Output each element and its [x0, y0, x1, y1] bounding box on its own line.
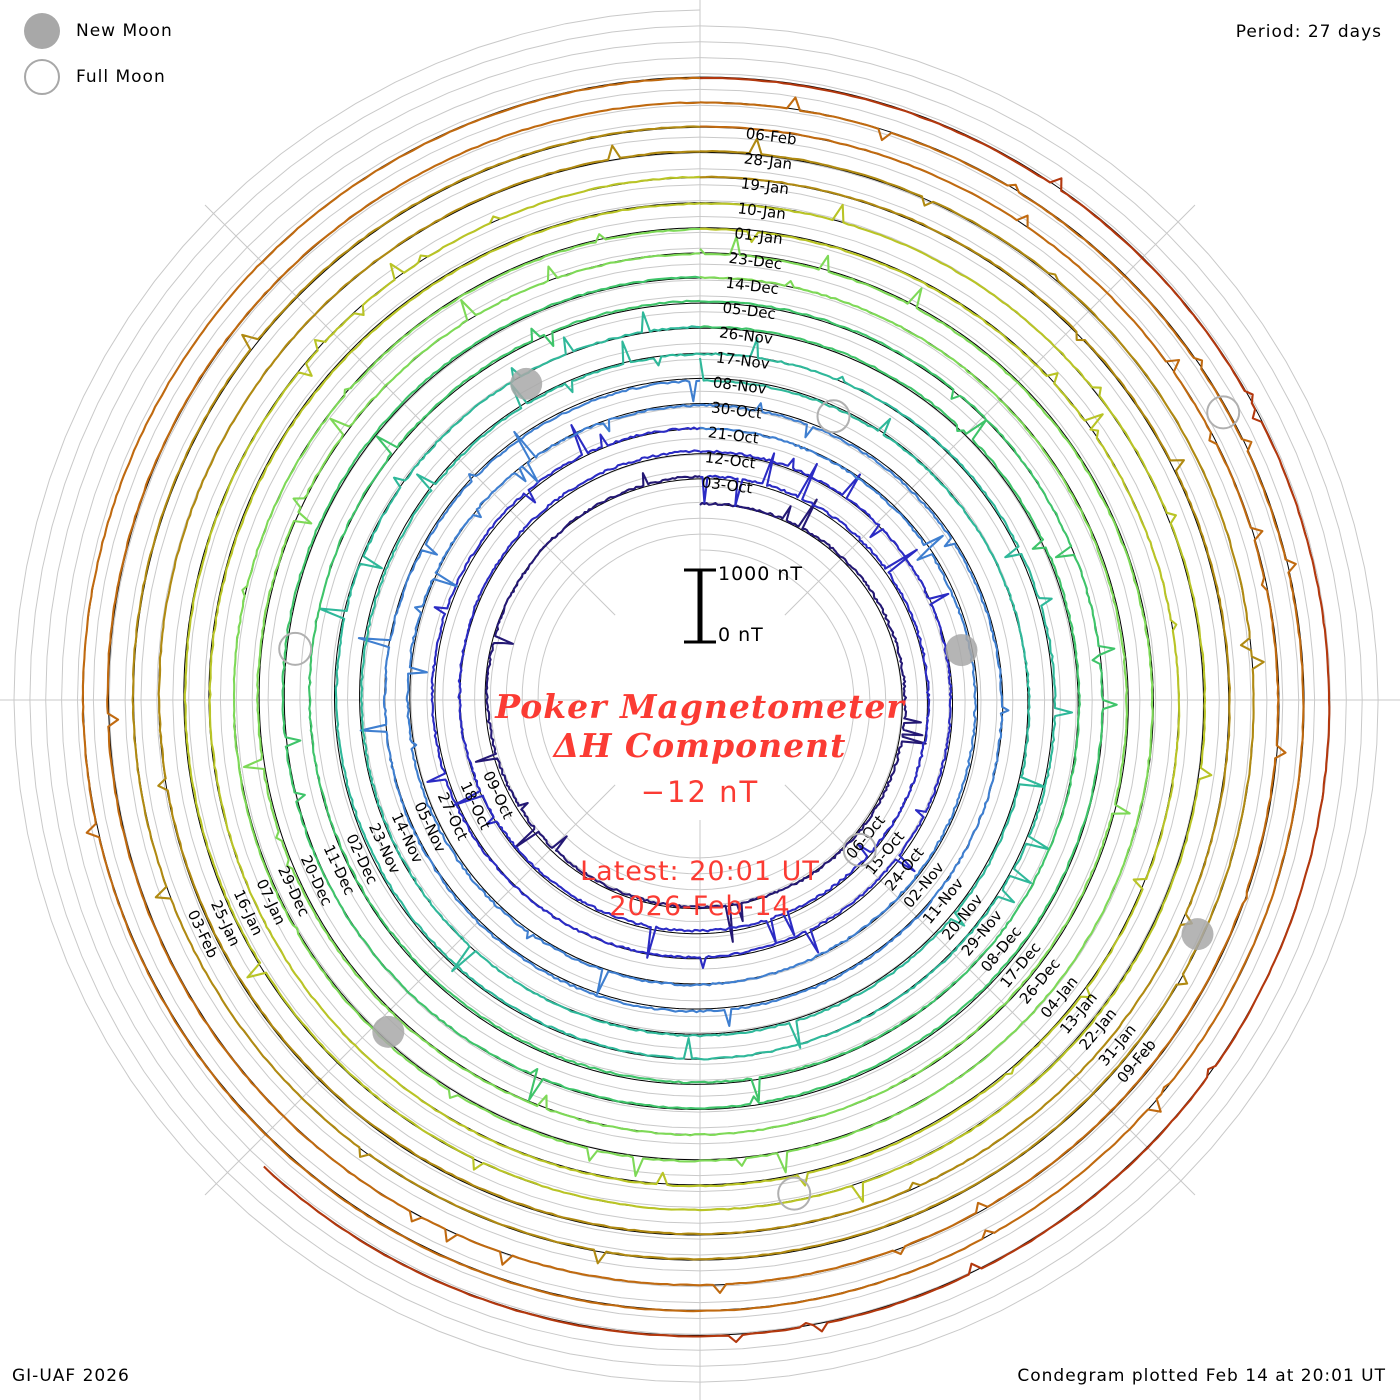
- full-moon-marker: [777, 1176, 812, 1211]
- period-label: Period: 27 days: [1235, 22, 1382, 42]
- new-moon-marker: [510, 367, 543, 400]
- plotted-timestamp: Condegram plotted Feb 14 at 20:01 UT: [1017, 1366, 1386, 1386]
- date-label: 10-Jan: [737, 199, 787, 223]
- trace-ring-11: [208, 202, 1181, 1188]
- date-label: 19-Jan: [740, 174, 790, 198]
- trace-ring-15: [106, 101, 1287, 1294]
- trace-ring-9: [242, 252, 1131, 1137]
- legend-item-new-moon: New Moon: [24, 8, 173, 54]
- trace-ring-6: [318, 311, 1074, 1061]
- trace-ring-4: [357, 379, 1010, 1027]
- credit-label: GI-UAF 2026: [12, 1366, 130, 1386]
- full-moon-marker: [278, 631, 313, 666]
- new-moon-marker: [945, 634, 978, 667]
- full-moon-marker: [1206, 395, 1241, 430]
- date-label: 05-Dec: [721, 299, 776, 324]
- date-label: 03-Oct: [701, 473, 754, 497]
- trace-ring-17: [263, 76, 1331, 1344]
- moon-legend: New Moon Full Moon: [24, 8, 173, 100]
- legend-label-full-moon: Full Moon: [76, 67, 166, 87]
- new-moon-icon: [24, 13, 60, 49]
- trace-ring-8: [281, 275, 1118, 1110]
- legend-item-full-moon: Full Moon: [24, 54, 173, 100]
- date-label: 28-Jan: [743, 149, 793, 173]
- trace-ring-1: [453, 449, 931, 959]
- trace-ring-7: [307, 299, 1081, 1102]
- date-label: 12-Oct: [704, 448, 757, 472]
- full-moon-icon: [24, 59, 60, 95]
- date-label: 14-Dec: [725, 274, 780, 299]
- date-label: 17-Nov: [715, 348, 771, 373]
- date-label: 21-Oct: [707, 423, 760, 447]
- date-label: 08-Nov: [712, 373, 768, 398]
- full-moon-marker: [816, 399, 851, 434]
- full-moon-marker: [842, 832, 877, 867]
- new-moon-marker: [1181, 918, 1214, 951]
- date-label: 01-Jan: [733, 224, 783, 248]
- moon-markers: [278, 367, 1241, 1211]
- new-moon-marker: [372, 1015, 405, 1048]
- date-label: 23-Dec: [728, 249, 783, 274]
- date-label: 30-Oct: [710, 398, 763, 422]
- data-traces: [81, 76, 1331, 1344]
- trace-ring-16: [81, 76, 1305, 1313]
- trace-ring-2: [426, 424, 953, 969]
- trace-ring-12: [183, 175, 1213, 1212]
- trace-ring-0: [474, 472, 927, 943]
- trace-ring-14: [131, 125, 1265, 1265]
- legend-label-new-moon: New Moon: [76, 21, 173, 41]
- trace-ring-10: [232, 227, 1154, 1178]
- trace-ring-3: [405, 403, 977, 995]
- trace-ring-13: [157, 144, 1231, 1236]
- trace-ring-5: [359, 340, 1046, 1049]
